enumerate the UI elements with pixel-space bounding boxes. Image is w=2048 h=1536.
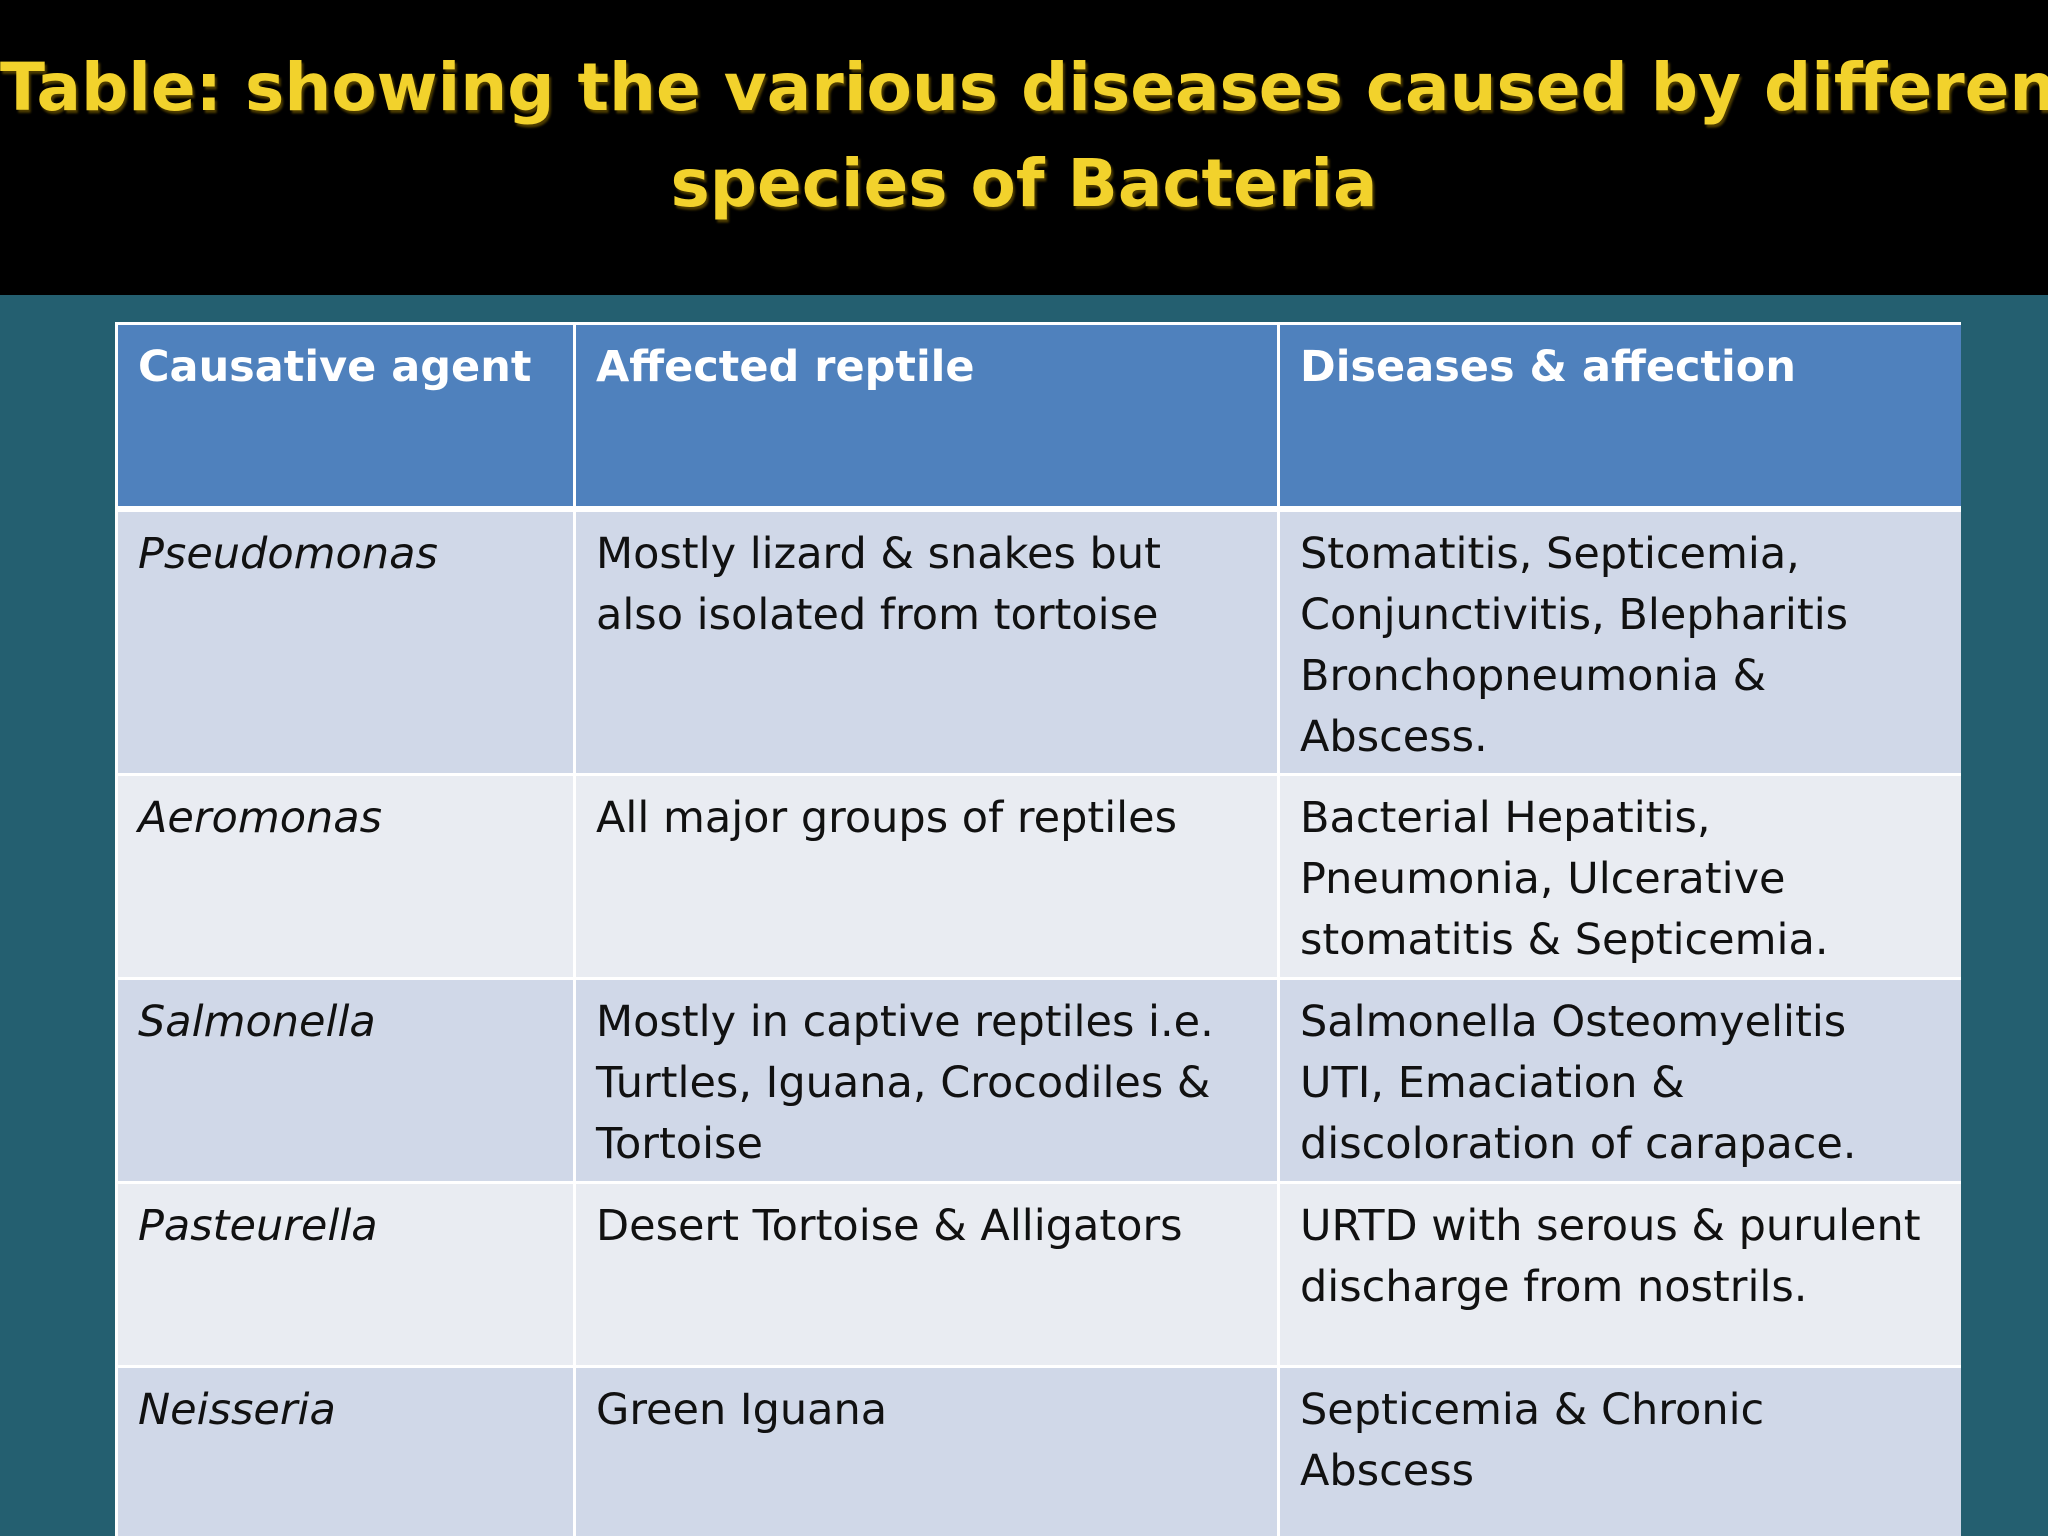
title-bar: Table: showing the various diseases caus… bbox=[0, 0, 2048, 295]
cell-affected-reptile: All major groups of reptiles bbox=[573, 773, 1280, 980]
cell-causative-agent: Pseudomonas bbox=[115, 507, 576, 776]
slide-title-line-1: Table: showing the various diseases caus… bbox=[0, 49, 2048, 126]
header-affected-reptile: Affected reptile bbox=[573, 322, 1280, 512]
table-row: Aeromonas All major groups of reptiles B… bbox=[115, 773, 1961, 980]
table-row: Salmonella Mostly in captive reptiles i.… bbox=[115, 977, 1961, 1184]
table-row: Neisseria Green Iguana Septicemia & Chro… bbox=[115, 1365, 1961, 1536]
cell-causative-agent: Aeromonas bbox=[115, 773, 576, 980]
cell-diseases-affection: Stomatitis, Septicemia, Conjunctivitis, … bbox=[1277, 507, 1961, 776]
bacteria-disease-table: Causative agent Affected reptile Disease… bbox=[115, 322, 1961, 1536]
table-row: Pasteurella Desert Tortoise & Alligators… bbox=[115, 1181, 1961, 1368]
header-diseases-affection: Diseases & affection bbox=[1277, 322, 1961, 512]
cell-affected-reptile: Mostly in captive reptiles i.e. Turtles,… bbox=[573, 977, 1280, 1184]
slide-title-line-2: species of Bacteria bbox=[670, 145, 1378, 222]
cell-affected-reptile: Desert Tortoise & Alligators bbox=[573, 1181, 1280, 1368]
cell-diseases-affection: URTD with serous & purulent discharge fr… bbox=[1277, 1181, 1961, 1368]
cell-causative-agent: Salmonella bbox=[115, 977, 576, 1184]
table-row: Pseudomonas Mostly lizard & snakes but a… bbox=[115, 507, 1961, 776]
bacteria-disease-table-container: Causative agent Affected reptile Disease… bbox=[115, 322, 1961, 1536]
cell-causative-agent: Pasteurella bbox=[115, 1181, 576, 1368]
cell-affected-reptile: Mostly lizard & snakes but also isolated… bbox=[573, 507, 1280, 776]
cell-affected-reptile: Green Iguana bbox=[573, 1365, 1280, 1536]
slide-title: Table: showing the various diseases caus… bbox=[0, 40, 2048, 232]
cell-diseases-affection: Salmonella Osteomyelitis UTI, Emaciation… bbox=[1277, 977, 1961, 1184]
table-header-row: Causative agent Affected reptile Disease… bbox=[115, 322, 1961, 512]
cell-causative-agent: Neisseria bbox=[115, 1365, 576, 1536]
cell-diseases-affection: Septicemia & Chronic Abscess bbox=[1277, 1365, 1961, 1536]
cell-diseases-affection: Bacterial Hepatitis, Pneumonia, Ulcerati… bbox=[1277, 773, 1961, 980]
header-causative-agent: Causative agent bbox=[115, 322, 576, 512]
